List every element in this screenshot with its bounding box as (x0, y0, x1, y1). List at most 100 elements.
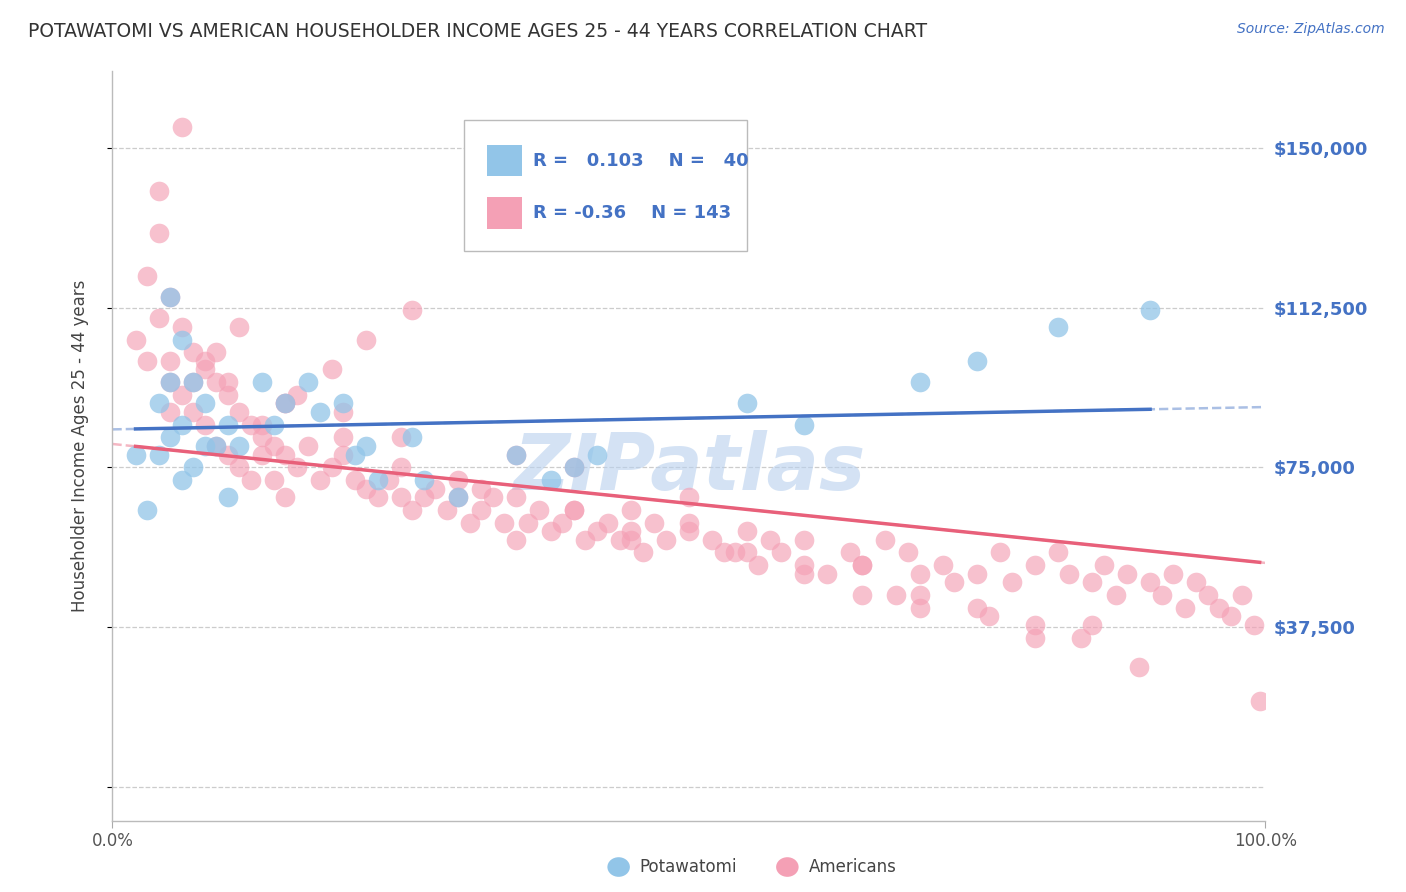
Point (181, 345, 204, 359)
Point (908, 600, 931, 615)
Point (205, 439, 228, 453)
FancyBboxPatch shape (488, 145, 522, 177)
Point (447, 490, 470, 504)
Point (1197, 588, 1219, 602)
Point (159, 375, 181, 389)
Point (897, 545, 920, 559)
Point (873, 533, 896, 547)
Point (401, 302, 423, 317)
Point (205, 375, 228, 389)
Point (389, 430, 412, 444)
Point (343, 448, 366, 462)
Point (170, 473, 193, 487)
Point (252, 448, 274, 462)
Point (181, 375, 204, 389)
Point (1046, 319, 1069, 334)
Point (309, 405, 332, 419)
Point (793, 558, 815, 573)
Point (217, 448, 239, 462)
Point (1081, 617, 1104, 632)
Point (217, 490, 239, 504)
Point (609, 533, 631, 547)
Point (1128, 660, 1150, 674)
Point (124, 333, 146, 347)
Point (136, 503, 159, 517)
Point (252, 430, 274, 444)
Point (585, 448, 607, 462)
Point (505, 448, 527, 462)
Text: POTAWATOMI VS AMERICAN HOUSEHOLDER INCOME AGES 25 - 44 YEARS CORRELATION CHART: POTAWATOMI VS AMERICAN HOUSEHOLDER INCOM… (28, 22, 927, 41)
Text: Americans: Americans (808, 858, 897, 876)
Point (285, 388, 308, 402)
Point (274, 396, 297, 410)
Point (540, 473, 562, 487)
Point (367, 473, 389, 487)
Point (412, 473, 434, 487)
Point (562, 503, 585, 517)
Point (747, 558, 769, 573)
Point (494, 516, 516, 530)
Point (574, 533, 596, 547)
Point (735, 524, 758, 538)
Point (436, 503, 458, 517)
Point (217, 375, 239, 389)
Point (851, 588, 873, 602)
Point (332, 405, 354, 419)
Point (793, 566, 815, 581)
Point (321, 362, 343, 376)
Point (194, 439, 217, 453)
Point (194, 396, 217, 410)
Point (1070, 631, 1092, 645)
Point (1024, 617, 1046, 632)
Point (966, 566, 988, 581)
FancyBboxPatch shape (464, 120, 747, 252)
Point (1116, 566, 1139, 581)
Point (159, 290, 181, 304)
Point (194, 362, 217, 376)
Point (620, 533, 643, 547)
Point (1059, 566, 1081, 581)
Point (181, 405, 204, 419)
Point (470, 482, 492, 496)
Point (159, 354, 181, 368)
Point (988, 545, 1011, 559)
Point (148, 184, 170, 198)
Point (678, 490, 700, 504)
Point (908, 566, 931, 581)
Point (274, 396, 297, 410)
Point (425, 482, 447, 496)
Point (551, 516, 574, 530)
Point (458, 516, 481, 530)
Point (228, 405, 250, 419)
Point (620, 503, 643, 517)
Point (1081, 575, 1104, 590)
Point (1024, 631, 1046, 645)
Point (886, 588, 908, 602)
Point (309, 473, 332, 487)
Point (354, 333, 377, 347)
Point (274, 396, 297, 410)
Point (1150, 588, 1173, 602)
Point (170, 417, 193, 432)
Point (274, 448, 297, 462)
Point (263, 439, 285, 453)
Point (1024, 558, 1046, 573)
Point (263, 473, 285, 487)
Point (1139, 302, 1161, 317)
Point (793, 533, 815, 547)
Point (148, 448, 170, 462)
Point (966, 600, 988, 615)
Point (482, 490, 505, 504)
Point (700, 533, 723, 547)
Point (205, 439, 228, 453)
Point (1243, 617, 1265, 632)
Point (527, 503, 550, 517)
Point (205, 345, 228, 359)
Point (678, 524, 700, 538)
Point (724, 545, 747, 559)
Point (159, 405, 181, 419)
Point (735, 396, 758, 410)
Point (401, 503, 423, 517)
Point (851, 558, 873, 573)
Point (332, 430, 354, 444)
